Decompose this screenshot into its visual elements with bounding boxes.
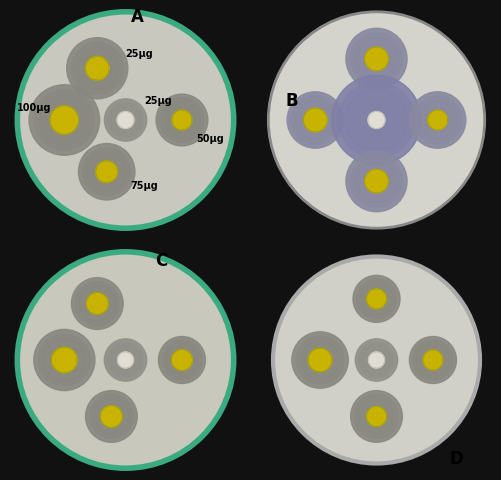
Circle shape xyxy=(172,110,191,130)
Circle shape xyxy=(163,102,200,138)
Circle shape xyxy=(345,89,407,151)
Circle shape xyxy=(354,395,398,438)
Text: A: A xyxy=(131,8,143,25)
Circle shape xyxy=(171,349,192,371)
Text: D: D xyxy=(449,450,462,468)
Circle shape xyxy=(350,391,402,443)
Circle shape xyxy=(96,161,117,182)
Circle shape xyxy=(165,344,198,376)
Circle shape xyxy=(366,407,386,426)
Circle shape xyxy=(296,336,343,384)
Circle shape xyxy=(162,340,201,380)
Circle shape xyxy=(110,345,140,375)
Circle shape xyxy=(71,277,123,329)
Circle shape xyxy=(364,47,387,71)
Circle shape xyxy=(427,110,446,130)
Circle shape xyxy=(268,12,484,228)
Circle shape xyxy=(350,155,402,207)
Circle shape xyxy=(86,293,108,314)
Text: 25μg: 25μg xyxy=(125,49,153,59)
Circle shape xyxy=(354,37,397,80)
Circle shape xyxy=(93,398,129,434)
Text: B: B xyxy=(285,92,298,110)
Circle shape xyxy=(34,90,94,150)
Circle shape xyxy=(417,100,456,140)
Circle shape xyxy=(413,96,461,144)
Circle shape xyxy=(354,160,397,203)
Circle shape xyxy=(366,289,386,309)
Circle shape xyxy=(40,96,89,144)
Circle shape xyxy=(364,169,387,193)
Circle shape xyxy=(367,111,384,129)
Circle shape xyxy=(350,33,402,85)
Circle shape xyxy=(422,350,442,370)
Circle shape xyxy=(79,286,115,322)
Circle shape xyxy=(358,398,394,434)
Circle shape xyxy=(156,94,207,146)
Circle shape xyxy=(76,47,118,90)
Circle shape xyxy=(356,279,396,319)
Circle shape xyxy=(117,352,133,368)
Circle shape xyxy=(300,340,339,380)
Circle shape xyxy=(43,338,86,382)
Circle shape xyxy=(50,106,78,134)
Circle shape xyxy=(273,256,479,464)
Circle shape xyxy=(368,352,384,368)
Circle shape xyxy=(67,37,128,99)
Circle shape xyxy=(409,92,465,148)
Circle shape xyxy=(160,98,203,142)
Circle shape xyxy=(100,406,122,427)
Text: 100μg: 100μg xyxy=(17,103,52,113)
Circle shape xyxy=(52,348,77,372)
Circle shape xyxy=(361,345,391,375)
Circle shape xyxy=(34,329,95,391)
Circle shape xyxy=(331,75,420,165)
Circle shape xyxy=(17,12,233,228)
Text: 50μg: 50μg xyxy=(196,134,223,144)
Circle shape xyxy=(107,342,143,378)
Circle shape xyxy=(104,99,146,141)
Circle shape xyxy=(29,85,99,155)
Circle shape xyxy=(85,391,137,443)
Circle shape xyxy=(409,336,455,384)
Circle shape xyxy=(89,395,133,438)
Circle shape xyxy=(416,344,448,376)
Circle shape xyxy=(352,276,399,323)
Circle shape xyxy=(308,348,331,372)
Circle shape xyxy=(359,282,392,315)
Circle shape xyxy=(17,252,233,468)
Circle shape xyxy=(83,148,130,196)
Circle shape xyxy=(78,144,135,200)
Circle shape xyxy=(87,152,126,192)
Circle shape xyxy=(117,111,134,129)
Circle shape xyxy=(291,332,348,388)
Circle shape xyxy=(104,339,146,381)
Circle shape xyxy=(358,342,394,378)
Circle shape xyxy=(158,336,205,384)
Circle shape xyxy=(295,100,335,140)
Circle shape xyxy=(85,57,109,80)
Circle shape xyxy=(338,82,414,158)
Circle shape xyxy=(287,92,343,148)
Circle shape xyxy=(291,96,339,144)
Circle shape xyxy=(345,28,406,89)
Circle shape xyxy=(110,105,140,135)
Circle shape xyxy=(71,42,123,94)
Circle shape xyxy=(38,334,90,386)
Text: C: C xyxy=(154,252,166,270)
Circle shape xyxy=(107,102,143,138)
Circle shape xyxy=(75,282,119,325)
Circle shape xyxy=(412,340,452,380)
Text: 25μg: 25μg xyxy=(144,96,172,106)
Circle shape xyxy=(303,108,327,132)
Circle shape xyxy=(355,339,397,381)
Text: 75μg: 75μg xyxy=(130,181,158,191)
Circle shape xyxy=(345,151,406,212)
